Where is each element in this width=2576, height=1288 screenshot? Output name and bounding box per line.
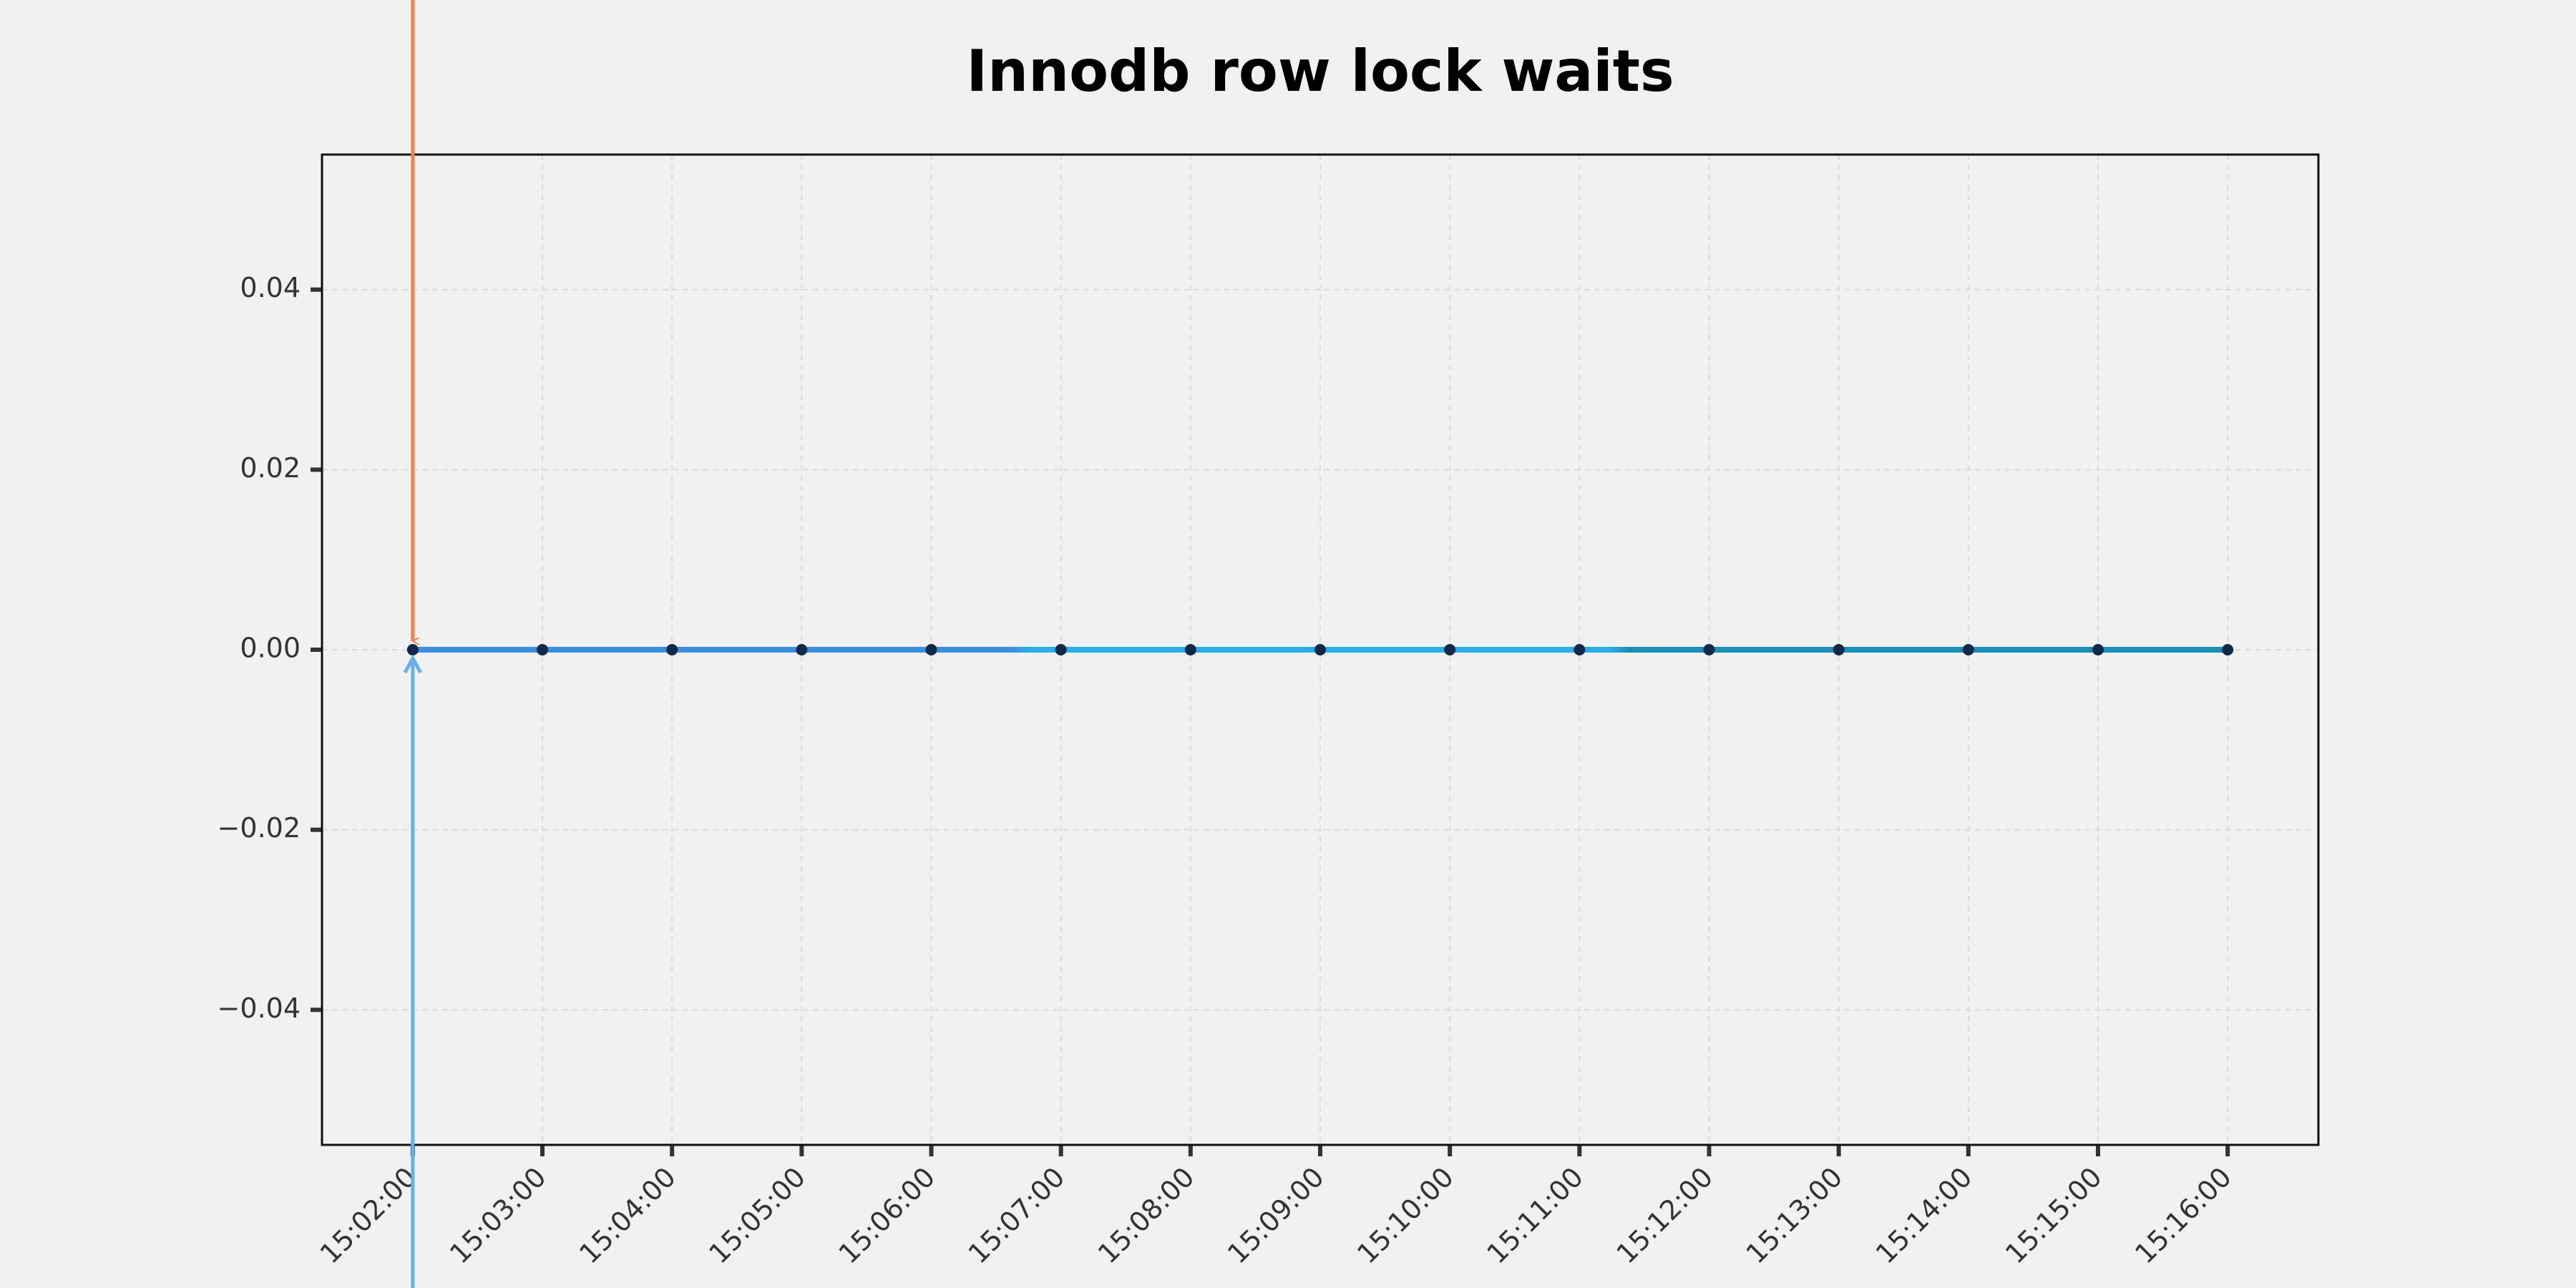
x-tick-label: 15:12:00 [1610, 1161, 1719, 1270]
x-tick-label: 15:11:00 [1480, 1161, 1589, 1270]
x-tick-label: 15:08:00 [1092, 1161, 1201, 1270]
x-tick-label: 15:03:00 [444, 1161, 552, 1270]
point [536, 644, 548, 655]
arrow-head [403, 654, 423, 674]
point [2092, 644, 2104, 655]
y-tick-label: 0.02 [240, 452, 301, 484]
point [666, 644, 678, 655]
x-tick-label: 15:15:00 [1999, 1161, 2108, 1270]
point [2222, 644, 2234, 655]
point [1444, 644, 1456, 655]
point [406, 644, 419, 655]
y-tick-label: −0.02 [218, 812, 301, 844]
x-tick-label: 15:14:00 [1870, 1161, 1979, 1270]
x-tick-label: 15:07:00 [962, 1161, 1071, 1270]
point [1962, 644, 1974, 655]
y-tick-label: 0.00 [240, 633, 301, 664]
plot-frame [321, 153, 2320, 1146]
point [1314, 644, 1326, 655]
x-tick-label: 15:09:00 [1221, 1161, 1330, 1270]
x-tick-label: 15:05:00 [703, 1161, 811, 1270]
point [1055, 644, 1067, 655]
x-tick-label: 15:16:00 [2129, 1161, 2238, 1270]
point [796, 644, 808, 655]
point [1574, 644, 1586, 655]
x-tick-label: 15:13:00 [1740, 1161, 1849, 1270]
point [1703, 644, 1715, 655]
x-tick-label: 15:04:00 [573, 1161, 682, 1270]
point [1184, 644, 1196, 655]
chart-title: Innodb row lock waits [966, 38, 1674, 104]
x-tick-label: 15:06:00 [832, 1161, 941, 1270]
point [1833, 644, 1845, 655]
point [925, 644, 937, 655]
x-tick-label: 15:10:00 [1351, 1161, 1460, 1270]
y-tick-label: −0.04 [218, 992, 301, 1024]
y-tick-label: 0.04 [240, 272, 301, 303]
x-tick-label: 15:02:00 [314, 1161, 423, 1270]
